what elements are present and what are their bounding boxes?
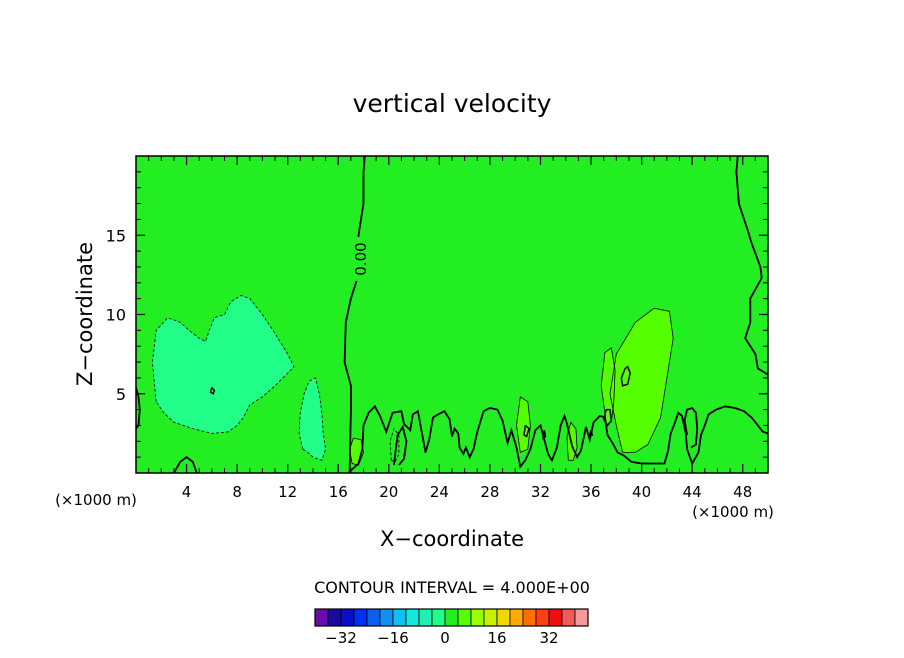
colorbar-swatch bbox=[574, 608, 589, 627]
colorbar-frame bbox=[314, 608, 589, 627]
region-updraft-4 bbox=[610, 308, 674, 453]
negative-contour-line-1 bbox=[298, 377, 327, 461]
x-tick-label: 40 bbox=[632, 483, 651, 501]
extremum-contour-0 bbox=[209, 386, 216, 395]
x-tick-label: 16 bbox=[329, 483, 348, 501]
negative-contour-line-0 bbox=[151, 295, 295, 434]
extremum-contour-5 bbox=[588, 430, 594, 436]
colorbar-swatch bbox=[548, 608, 563, 627]
extremum-contour-1 bbox=[620, 365, 631, 387]
extremum-contour-3 bbox=[523, 424, 530, 438]
colorbar-swatch bbox=[379, 608, 394, 627]
contour-interval-text: CONTOUR INTERVAL = 4.000E+00 bbox=[314, 578, 590, 597]
extremum-contour-2 bbox=[602, 408, 613, 427]
colorbar-swatch bbox=[392, 608, 407, 627]
contour-label-background bbox=[349, 237, 369, 281]
y-axis-label: Z−coordinate bbox=[73, 242, 97, 386]
y-tick-label: 15 bbox=[106, 226, 126, 245]
region-updraft-30 bbox=[516, 396, 531, 453]
x-unit-label-right: (×1000 m) bbox=[692, 503, 774, 521]
colorbar-swatch bbox=[535, 608, 550, 627]
colorbar-swatch bbox=[509, 608, 524, 627]
zero-contour-line-1 bbox=[735, 156, 768, 376]
colorbar-swatch bbox=[314, 608, 329, 627]
x-tick-label: 48 bbox=[733, 483, 752, 501]
x-tick-label: 24 bbox=[430, 483, 449, 501]
region-downdraft-4 bbox=[152, 295, 294, 434]
colorbar-swatch bbox=[405, 608, 420, 627]
colorbar: −32 −16 0 16 32 bbox=[314, 608, 589, 647]
colorbar-tick-label: 16 bbox=[487, 629, 506, 647]
chart-title: vertical velocity bbox=[353, 89, 552, 118]
negative-contour-line-2 bbox=[389, 427, 400, 463]
zero-contour-line-6 bbox=[393, 424, 408, 466]
zero-contour-line-4 bbox=[349, 404, 768, 473]
x-axis-label: X−coordinate bbox=[380, 527, 524, 551]
y-tick-label: 5 bbox=[116, 385, 126, 404]
colorbar-swatch bbox=[483, 608, 498, 627]
colorbar-swatch bbox=[470, 608, 485, 627]
colorbar-swatch bbox=[444, 608, 459, 627]
contour-lines bbox=[136, 156, 768, 473]
extremum-contour-4 bbox=[541, 430, 547, 440]
y-tick-label: 10 bbox=[106, 306, 126, 325]
colorbar-swatch bbox=[418, 608, 433, 627]
x-tick-label: 28 bbox=[480, 483, 499, 501]
contour-line-4 bbox=[600, 347, 616, 423]
contour-label: 0.00 bbox=[352, 242, 370, 275]
colorbar-swatch bbox=[457, 608, 472, 627]
zero-contour-line-3 bbox=[173, 455, 198, 473]
x-tick-label: 32 bbox=[531, 483, 550, 501]
zero-contour-line-5 bbox=[683, 406, 699, 449]
colorbar-tick-label: 0 bbox=[440, 629, 450, 647]
x-tick-label: 20 bbox=[379, 483, 398, 501]
colorbar-tick-label: 32 bbox=[539, 629, 558, 647]
x-unit-label-left: (×1000 m) bbox=[55, 491, 137, 509]
colorbar-swatch bbox=[431, 608, 446, 627]
colorbar-swatch bbox=[353, 608, 368, 627]
contour-line-0 bbox=[516, 396, 531, 453]
x-tick-label: 4 bbox=[182, 483, 192, 501]
colorbar-swatch bbox=[496, 608, 511, 627]
colorbar-tick-label: −16 bbox=[377, 629, 409, 647]
x-tick-label: 8 bbox=[232, 483, 242, 501]
zero-contour-line-0 bbox=[343, 156, 366, 473]
colorbar-tick-label: −32 bbox=[325, 629, 357, 647]
colorbar-swatch bbox=[522, 608, 537, 627]
colorbar-swatch bbox=[366, 608, 381, 627]
colorbar-swatch bbox=[561, 608, 576, 627]
contour-line-1 bbox=[566, 421, 578, 461]
region-downdraft-14 bbox=[299, 377, 326, 461]
x-tick-label: 36 bbox=[581, 483, 600, 501]
colorbar-swatch bbox=[340, 608, 355, 627]
x-tick-label: 12 bbox=[278, 483, 297, 501]
x-tick-label: 44 bbox=[683, 483, 702, 501]
colorbar-swatch bbox=[327, 608, 342, 627]
contour-line-3 bbox=[609, 307, 674, 453]
